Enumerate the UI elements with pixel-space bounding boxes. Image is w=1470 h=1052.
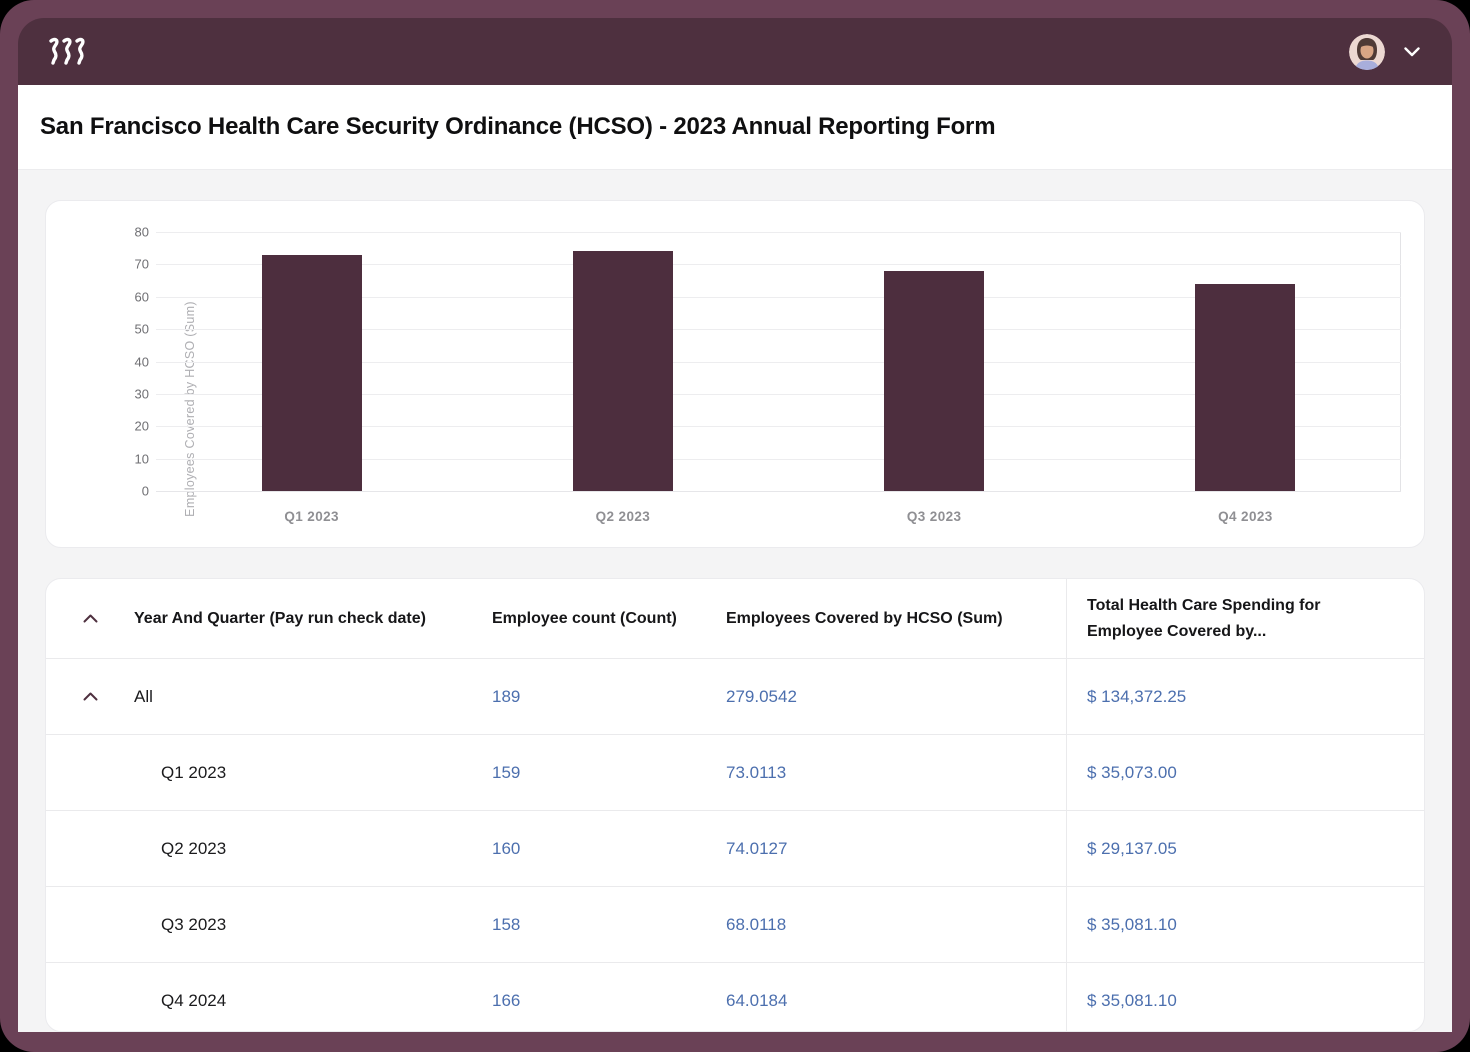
y-axis-title: Employees Covered by HCSO (Sum) (183, 301, 197, 517)
summary-table: Year And Quarter (Pay run check date) Em… (45, 578, 1425, 1032)
page-header: San Francisco Health Care Security Ordin… (18, 85, 1452, 170)
col-header-spending[interactable]: Total Health Care Spending for Employee … (1087, 596, 1321, 640)
col-header-year-quarter[interactable]: Year And Quarter (Pay run check date) (134, 609, 426, 627)
gridline (156, 393, 1401, 395)
y-tick-label: 60 (134, 289, 149, 305)
gridline (156, 491, 1401, 492)
cell-covered-sum[interactable]: 68.0118 (726, 914, 787, 934)
gridline (156, 458, 1401, 460)
gridline (156, 329, 1401, 331)
y-tick-label: 20 (134, 418, 149, 434)
table-row: Q2 2023 160 74.0127 $ 29,137.05 (46, 811, 1424, 887)
y-tick-label: 0 (141, 483, 149, 499)
top-app-bar (18, 18, 1452, 85)
cell-covered-sum[interactable]: 64.0184 (726, 991, 788, 1010)
row-label: Q4 2024 (161, 991, 227, 1010)
cell-spending[interactable]: $ 35,081.10 (1087, 914, 1177, 934)
row-label: Q1 2023 (161, 762, 227, 782)
x-tick-label: Q2 2023 (595, 509, 651, 524)
y-tick-label: 30 (134, 386, 149, 402)
y-tick-label: 70 (134, 256, 149, 272)
content-area: Employees Covered by HCSO (Sum) 0 10 20 30 4… (18, 170, 1452, 1032)
gridline (156, 264, 1401, 266)
y-tick-label: 50 (134, 321, 149, 337)
y-tick-label: 40 (134, 354, 149, 369)
cell-employee-count[interactable]: 189 (492, 686, 521, 706)
table-row: Q1 2023 159 73.0113 $ 35,073.00 (46, 735, 1424, 811)
cell-employee-count[interactable]: 166 (492, 991, 521, 1010)
rippling-logo (49, 37, 85, 65)
x-tick-label: Q3 2023 (906, 509, 962, 524)
table-row: Q3 2023 158 68.0118 $ 35,081.10 (46, 887, 1424, 963)
cell-spending[interactable]: $ 35,081.10 (1087, 991, 1177, 1010)
chart-card: Employees Covered by HCSO (Sum) 0 10 20 30 4… (45, 200, 1425, 548)
cell-covered-sum[interactable]: 74.0127 (726, 838, 788, 858)
table-body: All 189 279.0542 $ 134,372.25 Q1 2023 159 73.0… (46, 659, 1424, 1031)
table-row: Q4 2024 166 64.0184 $ 35,081.10 (46, 963, 1424, 1031)
cell-spending[interactable]: $ 29,137.05 (1087, 838, 1177, 858)
gridline (156, 426, 1401, 428)
page-title: San Francisco Health Care Security Ordin… (40, 113, 996, 140)
gridline (156, 232, 1401, 233)
chevron-down-icon[interactable] (1404, 46, 1420, 57)
table-header-row: Year And Quarter (Pay run check date) Em… (46, 579, 1424, 659)
row-label: Q3 2023 (161, 914, 227, 934)
row-label: All (134, 686, 153, 706)
chevron-up-icon[interactable] (83, 692, 98, 701)
gridline (156, 361, 1401, 363)
cell-employee-count[interactable]: 159 (492, 762, 521, 782)
bar-chart: Employees Covered by HCSO (Sum) 0 10 20 30 4… (135, 225, 1401, 524)
x-tick-label: Q1 2023 (284, 509, 339, 524)
gridline (156, 296, 1401, 298)
cell-spending[interactable]: $ 35,073.00 (1087, 762, 1177, 782)
chevron-up-icon[interactable] (83, 614, 98, 623)
table-row: All 189 279.0542 $ 134,372.25 (46, 659, 1424, 735)
bar-q4-2023[interactable] (1195, 283, 1296, 491)
x-tick-label: Q4 2023 (1218, 509, 1273, 524)
cell-employee-count[interactable]: 160 (492, 838, 521, 858)
col-header-covered[interactable]: Employees Covered by HCSO (Sum) (726, 609, 1003, 627)
bar-q2-2023[interactable] (572, 251, 673, 491)
y-tick-label: 10 (134, 451, 149, 467)
row-label: Q2 2023 (161, 838, 227, 858)
cell-covered-sum[interactable]: 73.0113 (726, 762, 787, 782)
cell-employee-count[interactable]: 158 (492, 914, 521, 934)
user-avatar[interactable] (1349, 33, 1385, 70)
cell-covered-sum[interactable]: 279.0542 (726, 686, 797, 706)
bar-q1-2023[interactable] (261, 254, 362, 491)
y-tick-label: 80 (134, 224, 149, 240)
col-header-employee-count[interactable]: Employee count (Count) (492, 609, 677, 627)
bar-q3-2023[interactable] (884, 270, 985, 491)
cell-spending[interactable]: $ 134,372.25 (1087, 686, 1187, 706)
